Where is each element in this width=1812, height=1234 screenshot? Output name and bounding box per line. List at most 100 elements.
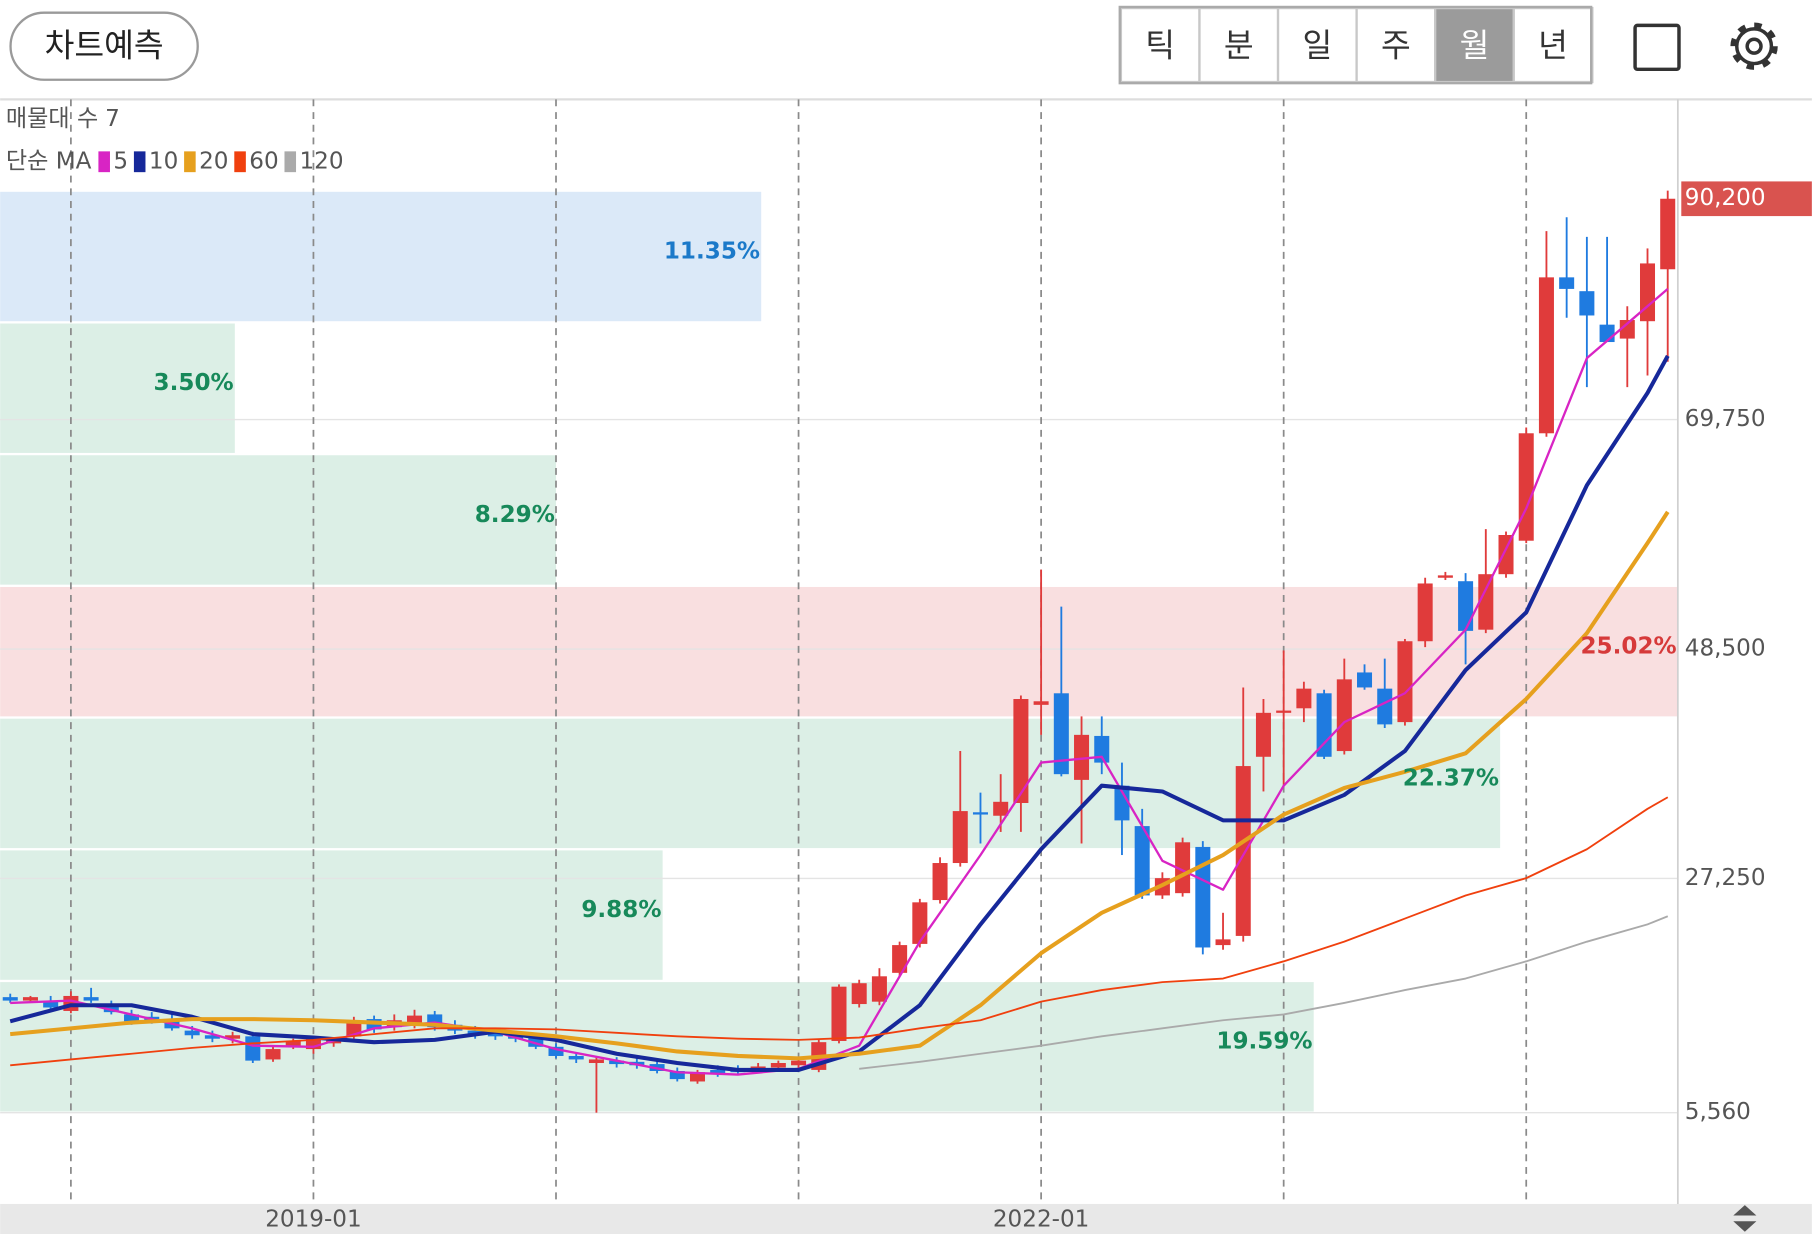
candle-body	[972, 812, 988, 815]
grid	[0, 99, 1678, 1202]
toolbar: 차트예측 틱 분 일 주 월 년	[0, 5, 1812, 101]
y-tick-label: 48,500	[1685, 636, 1766, 662]
period-label[interactable]: 주	[1381, 26, 1411, 64]
candle-body	[770, 1063, 786, 1068]
predict-button-label[interactable]: 차트예측	[45, 26, 164, 64]
last-price-tag	[1681, 181, 1812, 217]
profile-legend: 매물대 수 7	[6, 106, 120, 132]
candle-body	[1579, 291, 1595, 316]
candle-body	[1437, 575, 1453, 578]
ma-line	[9, 354, 1670, 1072]
candle-body	[2, 997, 18, 1001]
profile-label: 9.88%	[581, 897, 661, 923]
candle-body	[1114, 785, 1130, 821]
gear-teeth[interactable]	[1730, 22, 1778, 70]
legend-label: 5	[113, 148, 128, 174]
candle-body	[265, 1049, 281, 1060]
legend-swatch	[133, 151, 146, 173]
legend-label: 10	[149, 148, 178, 174]
candle-body	[548, 1046, 564, 1056]
candle-body	[225, 1035, 241, 1039]
candle-body	[1013, 699, 1029, 803]
moving-averages	[9, 287, 1670, 1076]
candle-body	[103, 1004, 119, 1013]
candle-body	[1134, 826, 1150, 896]
candle-body	[22, 997, 38, 1001]
candle-body	[1235, 766, 1251, 936]
period-label[interactable]: 분	[1224, 26, 1254, 64]
candle-body	[487, 1032, 503, 1037]
profile-label: 3.50%	[154, 370, 234, 396]
candle-body	[1276, 710, 1292, 713]
profile-bar	[0, 455, 557, 585]
period-frame	[1118, 5, 1593, 85]
candle-body	[1175, 842, 1191, 894]
legend-swatch	[184, 151, 196, 173]
candle-body	[305, 1038, 321, 1050]
x-tick-label: 2022-01	[993, 1207, 1089, 1233]
candle-body	[669, 1070, 685, 1080]
period-label[interactable]: 월	[1460, 26, 1490, 64]
candle-body	[1417, 583, 1433, 642]
candle-body	[1094, 735, 1110, 763]
candle-body	[1377, 688, 1393, 725]
time-axis: 2019-01 2022-01	[265, 1207, 1089, 1233]
legend-label: 60	[249, 148, 278, 174]
profile-bar	[0, 323, 235, 453]
profile-legend-count: 7	[105, 106, 120, 132]
candle-body	[1559, 277, 1575, 289]
gear-hole[interactable]	[1745, 37, 1763, 55]
ma-line	[10, 287, 1669, 1076]
candle-body	[892, 945, 908, 973]
candle-body	[1518, 433, 1534, 541]
candle-body	[1538, 277, 1554, 434]
candle-body	[1357, 672, 1373, 688]
profile-bar	[0, 191, 762, 322]
candle-body	[1458, 581, 1474, 631]
fullscreen-button[interactable]	[1633, 23, 1681, 72]
candle-body	[932, 863, 948, 901]
candle-body	[851, 983, 867, 1005]
candle-body	[993, 801, 1009, 816]
labels: 19.59% 9.88% 22.37% 25.02% 8.29% 3.50% 11.35% 5…	[154, 181, 1812, 1125]
candle-body	[1660, 198, 1676, 270]
candle-body	[1336, 679, 1352, 752]
candle-body	[1215, 939, 1231, 946]
candle-body	[1074, 734, 1090, 780]
candle-body	[1397, 641, 1413, 723]
legend-swatch	[284, 151, 297, 173]
ma-line	[10, 796, 1669, 1067]
candle-body	[245, 1036, 261, 1061]
axis-resize-handle[interactable]	[1733, 1205, 1757, 1232]
ma-line	[859, 915, 1669, 1070]
y-tick-label: 69,750	[1685, 406, 1766, 432]
period-button[interactable]	[1276, 6, 1358, 84]
legend-swatch	[98, 151, 110, 173]
settings-button[interactable]	[1730, 22, 1778, 70]
resize-arrows[interactable]	[1733, 1205, 1757, 1232]
candle-body	[204, 1035, 220, 1039]
candle-body	[588, 1059, 604, 1064]
candle-body	[952, 811, 968, 864]
period-label[interactable]: 일	[1302, 26, 1332, 64]
candle-body	[1639, 263, 1656, 322]
candle-body	[285, 1040, 301, 1046]
ma-line	[10, 510, 1670, 1061]
candle-body	[1478, 574, 1494, 630]
profile-label: 25.02%	[1580, 634, 1676, 660]
period-button[interactable]	[1434, 6, 1515, 84]
candle-body	[1619, 320, 1635, 339]
period-label[interactable]: 틱	[1145, 26, 1175, 64]
candle-body	[791, 1060, 807, 1066]
candle-body	[609, 1060, 625, 1065]
candle-body	[568, 1055, 584, 1060]
candle-body	[871, 976, 887, 1002]
candle-body	[1255, 712, 1271, 757]
profile-label: 19.59%	[1216, 1029, 1312, 1055]
period-label[interactable]: 년	[1538, 26, 1568, 64]
candle-body	[83, 997, 99, 1001]
predict-button-frame[interactable]	[9, 11, 199, 81]
candle-body	[1195, 846, 1211, 948]
predict-button[interactable]: 차트예측	[9, 11, 199, 81]
